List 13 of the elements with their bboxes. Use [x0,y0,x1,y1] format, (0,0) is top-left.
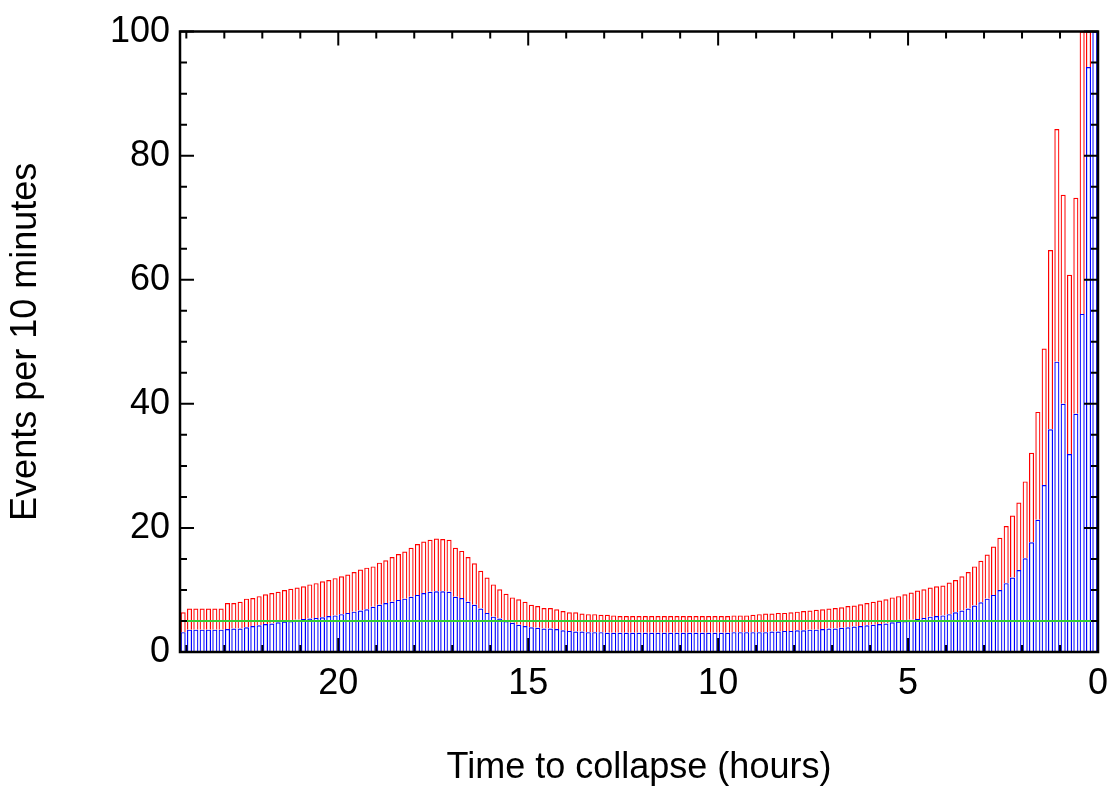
y-tick-label: 0 [149,628,170,670]
y-tick-label: 20 [129,504,170,546]
y-tick-label: 80 [129,132,170,174]
x-tick-label: 15 [508,660,549,702]
x-tick-label: 20 [318,660,359,702]
y-tick-label: 100 [109,8,170,50]
y-tick-label: 60 [129,256,170,298]
y-axis-title: Events per 10 minutes [2,162,44,521]
x-axis-title: Time to collapse (hours) [446,745,832,787]
x-tick-label: 0 [1087,660,1109,702]
y-tick-label: 40 [129,380,170,422]
x-tick-label: 5 [898,660,919,702]
x-tick-label: 10 [698,660,739,702]
